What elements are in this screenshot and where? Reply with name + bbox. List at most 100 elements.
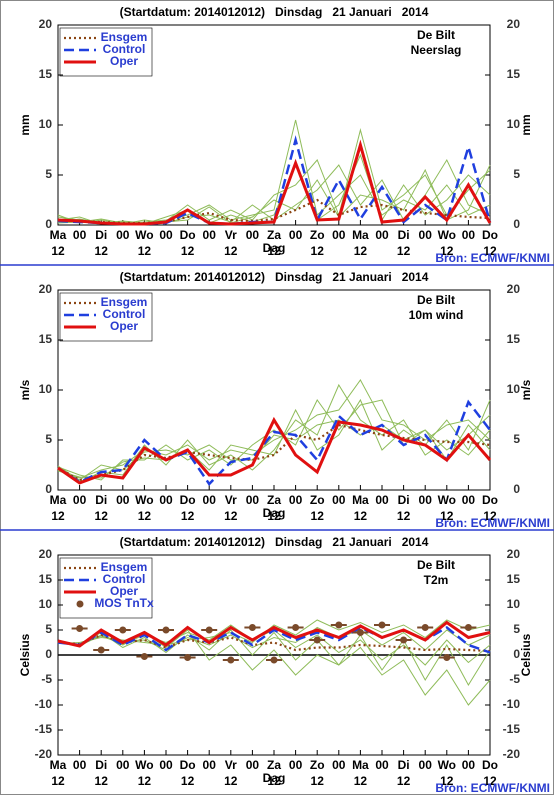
x-hour-label: 12 bbox=[267, 509, 281, 523]
y-tick-label: 20 bbox=[39, 282, 53, 296]
x-tick-label: Do bbox=[180, 228, 196, 242]
series-line bbox=[57, 620, 491, 648]
member-line bbox=[57, 419, 491, 481]
y-tick-label: -10 bbox=[35, 697, 53, 711]
mos-point bbox=[270, 656, 278, 664]
x-tick-label: Do bbox=[180, 758, 196, 772]
legend-label: Ensgem bbox=[101, 295, 148, 309]
mos-point bbox=[162, 626, 170, 634]
mos-point bbox=[76, 625, 84, 632]
legend-label: MOS TnTx bbox=[94, 596, 154, 610]
chart-title: (Startdatum: 2014012012) Dinsdag 21 Janu… bbox=[120, 5, 429, 19]
x-hour-label: 12 bbox=[138, 774, 152, 788]
chart-title: (Startdatum: 2014012012) Dinsdag 21 Janu… bbox=[120, 270, 429, 284]
x-hour-label: 12 bbox=[311, 774, 325, 788]
x-tick-label: Di bbox=[398, 228, 410, 242]
x-hour-label: 12 bbox=[397, 509, 411, 523]
x-tick-label: Vr bbox=[225, 758, 237, 772]
x-hour-label: 12 bbox=[51, 774, 65, 788]
x-tick-label: 00 bbox=[462, 228, 476, 242]
x-tick-label: 00 bbox=[246, 493, 260, 507]
x-tick-label: 00 bbox=[332, 228, 346, 242]
mos-point bbox=[400, 636, 408, 644]
legend-label: Ensgem bbox=[101, 30, 148, 44]
x-tick-label: Di bbox=[95, 493, 107, 507]
x-tick-label: 00 bbox=[246, 228, 260, 242]
x-tick-label: 00 bbox=[419, 493, 433, 507]
variable: Neerslag bbox=[411, 43, 462, 57]
y-tick-label: 0 bbox=[45, 482, 52, 496]
x-hour-label: 12 bbox=[51, 244, 65, 258]
x-hour-label: 12 bbox=[483, 244, 497, 258]
mos-point bbox=[378, 621, 386, 629]
x-hour-label: 12 bbox=[440, 244, 454, 258]
y-tick-label: 20 bbox=[39, 17, 53, 31]
y-tick-label-right: 5 bbox=[513, 432, 520, 446]
source: Bron: ECMWF/KNMI bbox=[435, 781, 550, 795]
mos-point bbox=[313, 636, 321, 644]
legend-label: Control bbox=[103, 307, 146, 321]
x-tick-label: Zo bbox=[310, 758, 325, 772]
y-tick-label-right: -5 bbox=[509, 672, 520, 686]
x-tick-label: Wo bbox=[438, 493, 456, 507]
x-tick-label: 00 bbox=[116, 493, 130, 507]
y-tick-label: 15 bbox=[39, 572, 53, 586]
x-tick-label: 00 bbox=[203, 493, 217, 507]
legend-swatch bbox=[76, 600, 84, 608]
x-tick-label: Wo bbox=[135, 758, 153, 772]
member-line bbox=[57, 629, 491, 686]
x-axis-label: Dag bbox=[263, 771, 286, 785]
x-hour-label: 12 bbox=[95, 509, 109, 523]
mos-point bbox=[292, 624, 300, 631]
x-hour-label: 12 bbox=[440, 774, 454, 788]
y-tick-label: 5 bbox=[45, 167, 52, 181]
x-hour-label: 12 bbox=[224, 774, 238, 788]
mos-point bbox=[335, 621, 343, 629]
y-tick-label-right: 20 bbox=[507, 282, 521, 296]
mos-point bbox=[140, 653, 148, 660]
x-hour-label: 12 bbox=[267, 774, 281, 788]
series-line bbox=[57, 625, 491, 654]
y-tick-label-right: -20 bbox=[503, 747, 521, 761]
y-tick-label-right: 20 bbox=[507, 547, 521, 561]
x-tick-label: Zo bbox=[310, 493, 325, 507]
x-tick-label: Za bbox=[267, 228, 281, 242]
x-tick-label: 00 bbox=[159, 493, 173, 507]
x-hour-label: 12 bbox=[397, 244, 411, 258]
x-tick-label: Di bbox=[398, 493, 410, 507]
y-tick-label-right: 20 bbox=[507, 17, 521, 31]
y-tick-label-right: 10 bbox=[507, 597, 521, 611]
x-tick-label: Ma bbox=[50, 493, 67, 507]
y-tick-label: 0 bbox=[45, 647, 52, 661]
y-tick-label-right: 10 bbox=[507, 117, 521, 131]
series-line bbox=[57, 416, 492, 485]
location: De Bilt bbox=[417, 28, 455, 42]
y-tick-label-right: 0 bbox=[513, 647, 520, 661]
chart-panel: (Startdatum: 2014012012) Dinsdag 21 Janu… bbox=[18, 5, 550, 265]
series-line bbox=[57, 399, 491, 486]
x-axis-label: Dag bbox=[263, 506, 286, 520]
variable: T2m bbox=[424, 573, 449, 587]
x-tick-label: Do bbox=[482, 758, 498, 772]
x-hour-label: 12 bbox=[354, 509, 368, 523]
y-axis-label-right: Celsius bbox=[519, 633, 533, 676]
legend-box bbox=[59, 557, 153, 619]
x-tick-label: 00 bbox=[246, 758, 260, 772]
y-axis-label: mm bbox=[18, 114, 32, 135]
x-tick-label: 00 bbox=[289, 228, 303, 242]
y-tick-label: 5 bbox=[45, 432, 52, 446]
source: Bron: ECMWF/KNMI bbox=[435, 251, 550, 265]
x-tick-label: Zo bbox=[310, 228, 325, 242]
y-tick-label-right: -10 bbox=[503, 697, 521, 711]
x-tick-label: 00 bbox=[159, 758, 173, 772]
y-tick-label: 10 bbox=[39, 117, 53, 131]
y-tick-label-right: 10 bbox=[507, 382, 521, 396]
x-tick-label: 00 bbox=[332, 493, 346, 507]
x-tick-label: 00 bbox=[73, 493, 87, 507]
x-tick-label: 00 bbox=[375, 228, 389, 242]
x-hour-label: 12 bbox=[483, 509, 497, 523]
mos-point bbox=[464, 624, 472, 631]
x-tick-label: Vr bbox=[225, 228, 237, 242]
